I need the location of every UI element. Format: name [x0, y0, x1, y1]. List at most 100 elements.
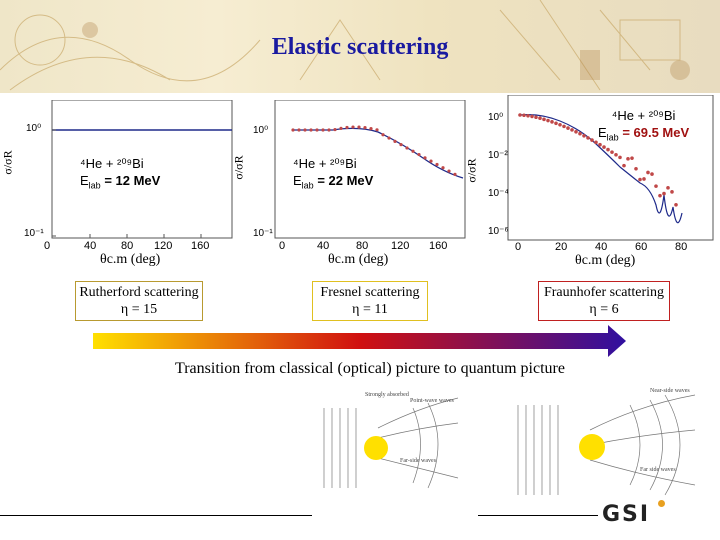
- plot-1-xtick: 160: [191, 240, 210, 252]
- plot-2-frame: [274, 99, 466, 239]
- data-point: [351, 125, 355, 129]
- footer-rule-right: [478, 515, 598, 516]
- plot-3-points: [518, 113, 678, 207]
- data-point: [435, 162, 439, 167]
- data-point: [291, 128, 295, 132]
- data-point: [570, 128, 574, 132]
- data-point: [518, 113, 522, 117]
- data-point: [674, 202, 678, 207]
- data-point: [357, 125, 361, 129]
- plot-1-frame: [51, 99, 233, 239]
- plot-2-energy: Elab = 22 MeV: [293, 172, 373, 195]
- plot-1-reaction-label: ⁴He + ²⁰⁹Bi Elab = 12 MeV: [80, 155, 160, 195]
- slide-title: Elastic scattering: [271, 34, 449, 60]
- data-point: [598, 142, 602, 147]
- data-point: [429, 159, 433, 163]
- data-point: [453, 172, 457, 176]
- data-point: [574, 129, 578, 134]
- data-point: [333, 127, 337, 132]
- plot-3-reaction-label: ⁴He + ²⁰⁹Bi Elab = 69.5 MeV: [598, 107, 689, 147]
- data-point: [646, 170, 650, 175]
- data-point: [642, 177, 646, 181]
- plot-2-reaction: ⁴He + ²⁰⁹Bi: [293, 156, 357, 171]
- plot-1-energy: Elab = 12 MeV: [80, 172, 160, 195]
- data-point: [375, 128, 379, 132]
- data-point: [618, 155, 622, 160]
- plot-1-xlabel: θc.m (deg): [100, 252, 161, 267]
- plot-3-energy-value: = 69.5 MeV: [622, 125, 690, 140]
- header-banner: Elastic scattering: [0, 0, 720, 93]
- plot-3-xlabel: θc.m (deg): [575, 253, 636, 268]
- data-point: [411, 149, 415, 153]
- plot-3-ytick-3: 10⁻⁶: [488, 226, 509, 237]
- gsi-logo-dot: [658, 500, 665, 507]
- data-point: [369, 126, 373, 131]
- plot-1-energy-symbol: E: [80, 173, 89, 188]
- data-point: [423, 156, 427, 160]
- gsi-logo-text: GSI: [602, 502, 651, 527]
- data-point: [309, 128, 313, 132]
- data-point: [387, 136, 391, 140]
- plot-1-reaction: ⁴He + ²⁰⁹Bi: [80, 156, 144, 171]
- data-point: [638, 177, 642, 182]
- data-point: [447, 169, 451, 173]
- data-point: [381, 133, 385, 137]
- regime-name: Fraunhofer scattering: [543, 285, 665, 300]
- plot-2-reaction-label: ⁴He + ²⁰⁹Bi Elab = 22 MeV: [293, 155, 373, 195]
- data-point: [534, 115, 538, 120]
- data-point: [586, 136, 590, 140]
- plot-1-energy-sub: lab: [88, 180, 101, 191]
- diagram-right-label-2: Far side waves: [640, 467, 676, 473]
- plot-3-ytick-0: 10⁰: [488, 112, 504, 123]
- data-point: [393, 139, 397, 143]
- data-point: [558, 122, 562, 127]
- data-point: [315, 128, 319, 132]
- eta-value: η = 11: [352, 302, 388, 317]
- plot-panel-1: 10⁰ 10⁻¹ σ/σR 0 40 80 120 160 θc.m (deg)…: [0, 99, 240, 275]
- plot-3-ytick-2: 10⁻⁴: [488, 188, 509, 199]
- data-point: [441, 166, 445, 170]
- data-point: [670, 190, 674, 194]
- plot-3-energy-symbol: E: [598, 125, 607, 140]
- data-point: [550, 120, 554, 124]
- plot-3-ylabel: σ/σR: [464, 158, 479, 183]
- data-point: [594, 140, 598, 145]
- plot-panel-2: 10⁰ 10⁻¹ σ/σR 0 40 80 120 160 θc.m (deg)…: [232, 99, 473, 275]
- transition-caption: Transition from classical (optical) pict…: [175, 360, 565, 377]
- plot-3-xtick: 60: [635, 241, 648, 253]
- plot-2-energy-symbol: E: [293, 173, 302, 188]
- data-point: [566, 126, 570, 130]
- data-point: [405, 146, 409, 150]
- plot-1-ylabel: σ/σR: [0, 150, 15, 175]
- plot-2-xtick: 0: [279, 240, 286, 252]
- data-point: [542, 117, 546, 122]
- plot-3-xtick: 20: [555, 241, 568, 253]
- data-point: [654, 184, 658, 188]
- diagram-right-label-1: Near-side waves: [650, 388, 690, 394]
- data-point: [297, 128, 301, 132]
- data-point: [526, 113, 530, 118]
- plot-2-xtick: 160: [429, 240, 448, 252]
- banner-decoration: [0, 0, 690, 91]
- data-point: [578, 131, 582, 136]
- plot-2-xtick: 120: [391, 240, 410, 252]
- data-point: [339, 126, 343, 131]
- plot-1-ytick-1: 10⁻¹: [24, 228, 44, 239]
- data-point: [666, 186, 670, 190]
- data-point: [363, 126, 367, 130]
- regime-box-fraunhofer: Fraunhofer scattering η = 6: [538, 281, 670, 321]
- data-point: [606, 147, 610, 152]
- data-point: [417, 152, 421, 157]
- diagram-left-label-1: Strongly absorbed: [365, 392, 409, 398]
- data-point: [634, 167, 638, 171]
- data-point: [562, 124, 566, 129]
- data-point: [522, 113, 526, 118]
- plot-1-ytick-0: 10⁰: [26, 123, 42, 134]
- data-point: [321, 128, 325, 132]
- diagram-left-label-3: Far-side waves: [400, 458, 437, 464]
- plot-panel-3: 10⁰ 10⁻² 10⁻⁴ 10⁻⁶ σ/σR 0 20 40 60 80 θc…: [465, 94, 715, 275]
- plot-2-points: [291, 125, 457, 176]
- data-point: [630, 156, 634, 160]
- data-point: [650, 172, 654, 176]
- data-point: [662, 191, 666, 196]
